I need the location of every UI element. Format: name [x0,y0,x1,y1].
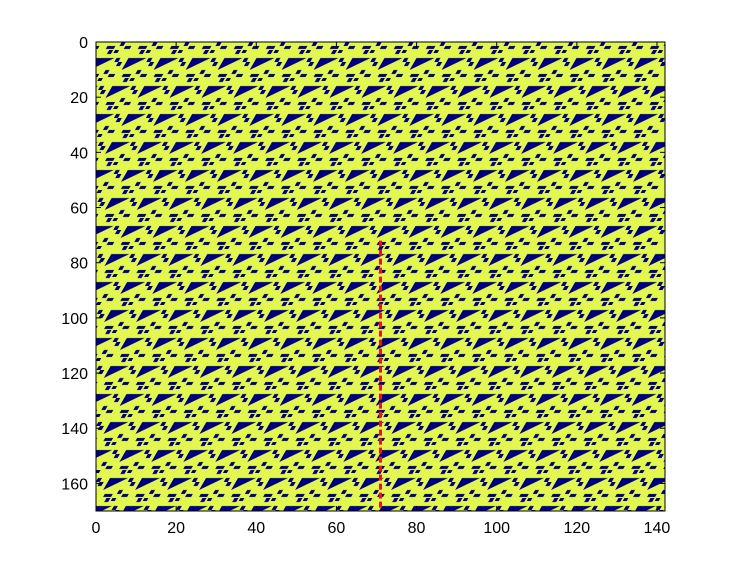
y-tick-label: 20 [70,90,88,107]
y-tick-label: 0 [79,35,88,52]
x-tick-label: 80 [408,520,426,537]
x-tick-label: 20 [167,520,185,537]
y-tick-label: 140 [61,421,88,438]
y-tick-label: 120 [61,366,88,383]
x-tick-label: 40 [247,520,265,537]
x-tick-label: 140 [644,520,671,537]
y-tick-label: 60 [70,201,88,218]
y-tick-label: 100 [61,311,88,328]
x-tick-label: 0 [92,520,101,537]
x-tick-label: 100 [483,520,510,537]
y-tick-label: 80 [70,256,88,273]
x-tick-label: 120 [563,520,590,537]
x-tick-label: 60 [328,520,346,537]
y-tick-label: 160 [61,476,88,493]
y-tick-label: 40 [70,145,88,162]
axes-box [95,41,666,512]
